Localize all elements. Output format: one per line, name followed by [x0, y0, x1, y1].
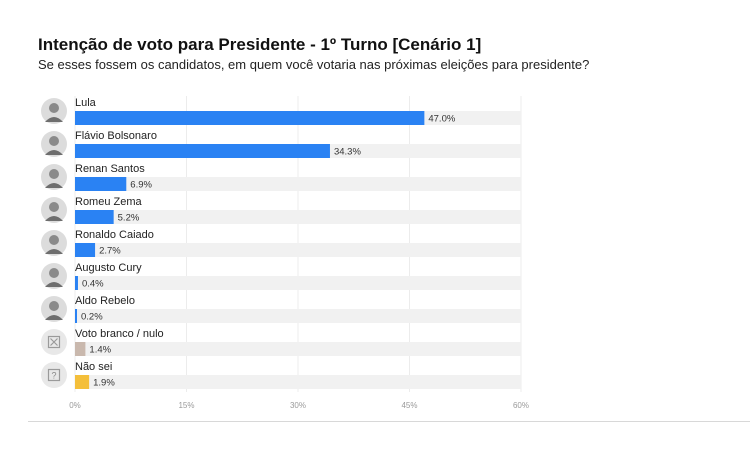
category-label: Romeu Zema	[75, 196, 143, 208]
avatar-head	[49, 202, 59, 212]
chart-subtitle: Se esses fossem os candidatos, em quem v…	[38, 57, 590, 72]
avatar-body	[45, 216, 63, 221]
data-label: 2.7%	[99, 246, 121, 257]
avatar-body	[45, 117, 63, 122]
data-label: 1.9%	[93, 378, 115, 389]
bar-track	[75, 243, 521, 257]
data-label: 6.9%	[130, 180, 152, 191]
bar-track	[75, 276, 521, 290]
avatar-body	[45, 183, 63, 188]
question-mark-glyph: ?	[51, 371, 56, 381]
x-tick-label: 60%	[513, 401, 529, 410]
avatar-head	[49, 235, 59, 245]
blank-vote-box	[47, 335, 61, 349]
avatar-body	[45, 282, 63, 287]
data-label: 1.4%	[89, 345, 111, 356]
question-mark-box	[47, 368, 61, 382]
category-label: Augusto Cury	[75, 262, 142, 274]
question-mark-icon	[41, 362, 67, 388]
data-label: 34.3%	[334, 147, 361, 158]
bar-track	[75, 342, 521, 356]
category-label: Não sei	[75, 361, 112, 373]
bar	[75, 342, 86, 356]
x-tick-label: 15%	[178, 401, 194, 410]
category-label: Aldo Rebelo	[75, 295, 135, 307]
chart-title: Intenção de voto para Presidente - 1º Tu…	[38, 35, 482, 54]
bar-track	[75, 210, 521, 224]
bar	[75, 309, 77, 323]
avatar-body	[45, 150, 63, 155]
bar	[75, 177, 127, 191]
category-label: Voto branco / nulo	[75, 328, 164, 340]
avatar-head	[49, 136, 59, 146]
bar	[75, 111, 425, 125]
avatar-head	[49, 169, 59, 179]
bar	[75, 243, 96, 257]
bar-track	[75, 309, 521, 323]
bar-track	[75, 177, 521, 191]
bar	[75, 276, 78, 290]
bar	[75, 210, 114, 224]
avatar-head	[49, 268, 59, 278]
bar	[75, 144, 330, 158]
category-label: Lula	[75, 97, 97, 109]
data-label: 5.2%	[118, 213, 140, 224]
blank-vote-x	[50, 338, 58, 346]
bar-track	[75, 375, 521, 389]
data-label: 0.2%	[81, 312, 103, 323]
avatar-body	[45, 249, 63, 254]
category-label: Ronaldo Caiado	[75, 229, 154, 241]
category-label: Flávio Bolsonaro	[75, 130, 157, 142]
x-tick-label: 0%	[69, 401, 81, 410]
avatar-head	[49, 103, 59, 113]
data-label: 0.4%	[82, 279, 104, 290]
avatar-head	[49, 301, 59, 311]
avatar-body	[45, 315, 63, 320]
x-tick-label: 45%	[401, 401, 417, 410]
data-label: 47.0%	[428, 114, 455, 125]
x-tick-label: 30%	[290, 401, 306, 410]
bar	[75, 375, 90, 389]
category-label: Renan Santos	[75, 163, 145, 175]
bottom-divider	[28, 421, 750, 422]
